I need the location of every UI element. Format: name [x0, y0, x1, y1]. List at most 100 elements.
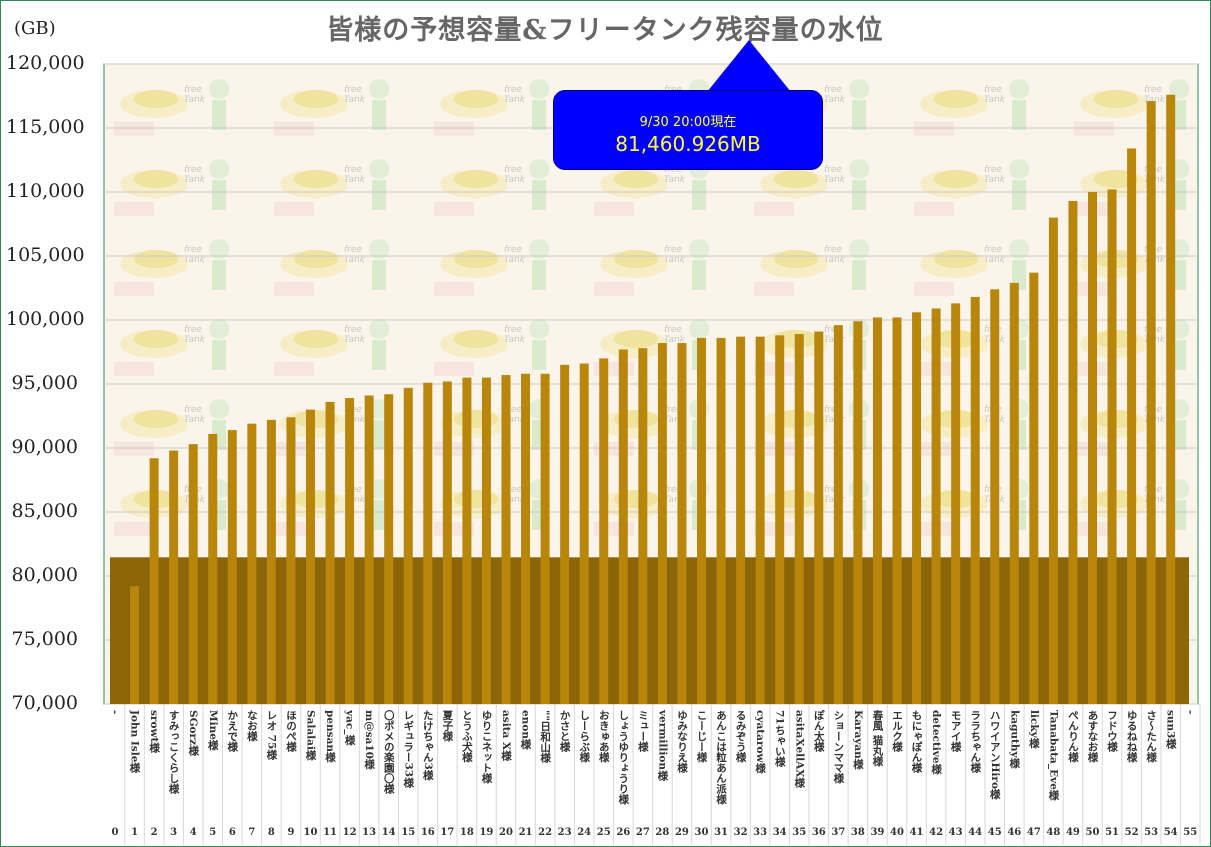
- bar: [931, 308, 941, 704]
- x-tick-label: あすなお様: [1086, 710, 1099, 763]
- x-tick-label: ぺんりん様: [1066, 710, 1079, 763]
- x-index-label: 36: [811, 827, 826, 838]
- x-index-label: 21: [518, 827, 533, 838]
- x-tick-label: たけちゃん3様: [421, 710, 434, 781]
- tank-level-callout: 9/30 20:00現在 81,460.926MB: [553, 90, 823, 170]
- x-index-label: 6: [228, 827, 236, 838]
- callout-date: 9/30 20:00現在: [639, 115, 737, 130]
- x-tick-label: ララちゃん様: [969, 710, 982, 773]
- bar: [384, 394, 394, 704]
- bar: [149, 458, 159, 704]
- bar: [755, 336, 765, 704]
- x-tick-label: レオ 75様: [265, 710, 278, 760]
- x-index-label: 46: [1007, 827, 1022, 838]
- callout-value: 81,460.926MB: [615, 132, 761, 156]
- x-index-label: 0: [111, 827, 119, 838]
- x-tick-label: sun3様: [1164, 710, 1177, 749]
- bar: [677, 343, 687, 704]
- x-tick-label: 春風 猫丸様: [871, 710, 884, 767]
- x-index-label: 9: [287, 827, 295, 838]
- x-tick-label: srowt様: [148, 710, 161, 753]
- x-index-label: 7: [248, 827, 256, 838]
- bar: [247, 423, 257, 704]
- x-tick-label: ミュー様: [636, 710, 649, 752]
- bar: [521, 373, 531, 704]
- x-tick-label: vermillion様: [656, 710, 669, 781]
- bar: [657, 343, 667, 704]
- x-index-label: 3: [170, 827, 178, 838]
- x-index-label: 54: [1163, 827, 1178, 838]
- x-index-label: 1: [131, 827, 139, 838]
- x-index-label: 24: [577, 827, 592, 838]
- bar: [1107, 189, 1117, 704]
- bar: [833, 325, 843, 704]
- bar: [560, 364, 570, 704]
- bar: [286, 417, 296, 704]
- x-tick-label: ゆりこネット様: [480, 710, 493, 784]
- bar: [501, 375, 511, 704]
- x-index-label: 17: [440, 827, 455, 838]
- x-tick-label: なお様: [245, 710, 258, 742]
- y-axis-unit-label: (GB): [14, 18, 56, 39]
- y-tick-label: 90,000: [11, 436, 78, 458]
- x-tick-label: おきゅあ様: [597, 710, 610, 763]
- x-tick-label: すみっこくらし様: [167, 710, 180, 794]
- x-index-label: 20: [499, 827, 513, 838]
- x-index-label: 47: [1026, 827, 1041, 838]
- x-tick-label: enon様: [519, 710, 532, 750]
- bar: [1088, 192, 1097, 704]
- y-tick-label: 95,000: [11, 372, 78, 394]
- bar: [403, 387, 413, 704]
- x-index-label: 38: [850, 827, 865, 838]
- bar: [462, 377, 472, 704]
- bar: [208, 433, 218, 704]
- x-index-label: 27: [635, 827, 650, 838]
- x-tick-label: エルク様: [891, 710, 903, 752]
- bar: [169, 450, 179, 704]
- x-index-label: 39: [870, 827, 885, 838]
- x-index-label: 43: [948, 827, 963, 838]
- x-index-label: 44: [968, 827, 983, 838]
- bar: [697, 337, 706, 704]
- x-index-label: 32: [733, 827, 748, 838]
- bar: [618, 349, 628, 704]
- y-tick-label: 120,000: [6, 52, 85, 74]
- y-tick-label: 70,000: [11, 692, 78, 714]
- x-tick-label: レギュラー33様: [402, 710, 415, 788]
- bar-series: [130, 94, 1176, 705]
- bar: [266, 419, 276, 704]
- bar: [325, 401, 335, 704]
- x-tick-label: -: [1184, 710, 1197, 715]
- bar: [794, 334, 804, 704]
- x-index-label: 55: [1183, 827, 1198, 838]
- x-index-label: 23: [557, 827, 572, 838]
- bar: [481, 377, 491, 704]
- x-tick-label: モアイ様: [949, 710, 962, 752]
- x-tick-label: あんこは粒あん派様: [715, 710, 728, 805]
- x-tick-label: かえで様: [226, 710, 239, 752]
- x-tick-label: かさと様: [558, 710, 571, 752]
- bar: [912, 312, 922, 704]
- bar: [599, 358, 609, 704]
- x-ticks: [124, 704, 1201, 845]
- x-index-label: 41: [909, 827, 924, 838]
- x-index-label: 16: [420, 827, 435, 838]
- x-tick-label: yac_様: [343, 710, 356, 746]
- bar: [990, 289, 1000, 704]
- x-index-label: 33: [753, 827, 768, 838]
- y-tick-label: 115,000: [6, 116, 85, 138]
- x-index-label: 15: [401, 827, 416, 838]
- x-tick-label: -: [109, 710, 121, 715]
- bar: [442, 381, 452, 704]
- x-index-label: 28: [655, 827, 670, 838]
- x-tick-label: detective様: [930, 710, 943, 775]
- x-tick-label: こーじー様: [695, 710, 708, 763]
- x-tick-label: m@sa10様: [363, 710, 376, 770]
- x-tick-label: ""日和山様: [539, 710, 552, 763]
- bar: [1029, 272, 1039, 704]
- x-tick-label: John Isle様: [128, 710, 141, 773]
- bar: [364, 395, 374, 704]
- x-index-label: 10: [303, 827, 318, 838]
- x-index-label: 52: [1124, 827, 1139, 838]
- x-index-label: 12: [342, 827, 357, 838]
